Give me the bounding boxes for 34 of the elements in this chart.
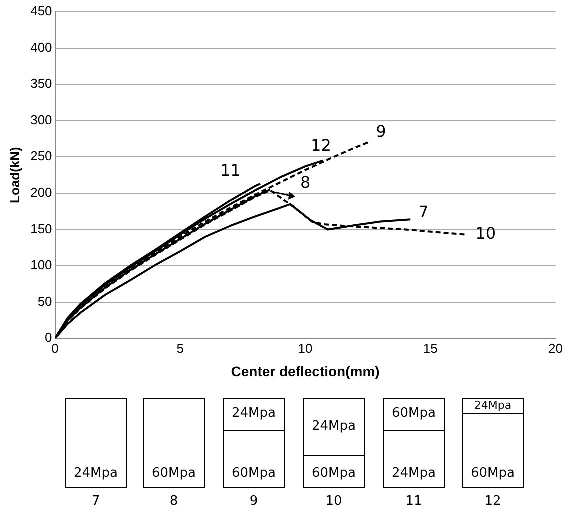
text: 7 (92, 494, 100, 509)
y-tick-label: 200 (30, 185, 52, 200)
series-label: 8 (300, 172, 311, 192)
series-label: 11 (220, 161, 241, 180)
y-tick-label: 150 (30, 221, 52, 236)
cross-section: 24Mpa 60Mpa (303, 398, 365, 488)
y-tick-label: 50 (38, 294, 52, 309)
text: 12 (484, 494, 502, 509)
series-label: 9 (376, 122, 386, 141)
text: 11 (406, 494, 422, 509)
y-tick-label: 350 (30, 76, 52, 92)
y-tick-label: 450 (30, 4, 52, 19)
y-tick-label: 300 (30, 112, 52, 128)
y-tick-label: 0 (45, 330, 52, 346)
series-label: 12 (311, 136, 332, 155)
series-label: 10 (476, 224, 496, 243)
cross-section: 60Mpa 24Mpa (383, 398, 445, 488)
x-tick-label: 5 (176, 340, 184, 356)
cross-section: 24Mpa (65, 398, 127, 488)
cross-section: 24Mpa 60Mpa (223, 398, 285, 488)
series-label: 7 (418, 202, 429, 222)
y-tick-label: 100 (30, 258, 52, 273)
y-tick-label: 400 (30, 40, 52, 55)
x-tick-label: 15 (423, 340, 438, 356)
y-axis-title: Load(kN) (7, 147, 22, 204)
cross-section: 24Mpa 60Mpa (462, 398, 524, 488)
x-tick-label: 20 (548, 340, 564, 356)
text: 9 (250, 494, 258, 509)
x-tick-label: 10 (298, 340, 313, 356)
text: 10 (326, 494, 342, 509)
text: 8 (170, 494, 178, 509)
y-tick-label: 250 (30, 148, 52, 164)
x-axis-title: Center deflection(mm) (231, 363, 380, 380)
cross-section: 60Mpa (143, 398, 205, 488)
